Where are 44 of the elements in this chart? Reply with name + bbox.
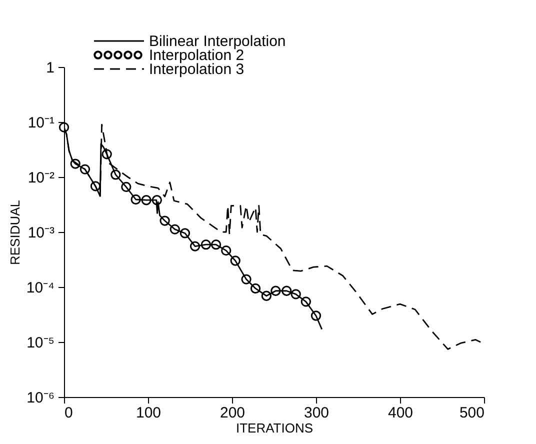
point [58, 122, 70, 132]
y-tick-label: 10⁻⁴ [26, 280, 54, 296]
point [121, 182, 132, 192]
point [290, 289, 301, 300]
x-tick-label: 300 [304, 404, 330, 422]
point [310, 310, 322, 321]
y-tick-label: 1 [46, 60, 54, 76]
point [152, 195, 162, 206]
x-tick-label: 200 [220, 404, 246, 422]
y-tick-label: 10⁻¹ [28, 114, 54, 132]
x-tick-label: 100 [136, 404, 162, 422]
point [170, 224, 180, 234]
point [80, 164, 90, 174]
point [221, 245, 232, 256]
point [241, 274, 252, 284]
point [160, 216, 170, 226]
point [141, 195, 152, 206]
point [200, 240, 212, 250]
x-tick-label: 0 [64, 404, 73, 422]
legend-label: Interpolation 2 [149, 47, 244, 64]
point [70, 158, 80, 169]
y-tick-label: 10⁻³ [28, 224, 54, 242]
point [130, 194, 141, 205]
point [110, 170, 121, 180]
point [282, 286, 292, 296]
y-axis-title: RESIDUAL [7, 200, 22, 266]
x-tick-label: 400 [388, 404, 414, 422]
point [230, 256, 240, 266]
point [300, 296, 311, 307]
point [180, 228, 190, 238]
x-axis-title: ITERATIONS [236, 420, 314, 436]
point [102, 149, 112, 160]
point [90, 181, 101, 192]
y-tick-label: 10⁻⁵ [26, 334, 54, 352]
point [270, 286, 281, 296]
legend-label: Interpolation 3 [149, 61, 244, 78]
y-tick-label: 10⁻⁶ [26, 390, 54, 406]
point [261, 290, 272, 301]
point [190, 241, 200, 252]
x-tick-label: 500 [459, 404, 484, 422]
point [210, 240, 222, 250]
point [250, 283, 261, 294]
legend-label: Bilinear Interpolation [149, 33, 286, 50]
y-tick-label: 10⁻² [28, 170, 54, 186]
